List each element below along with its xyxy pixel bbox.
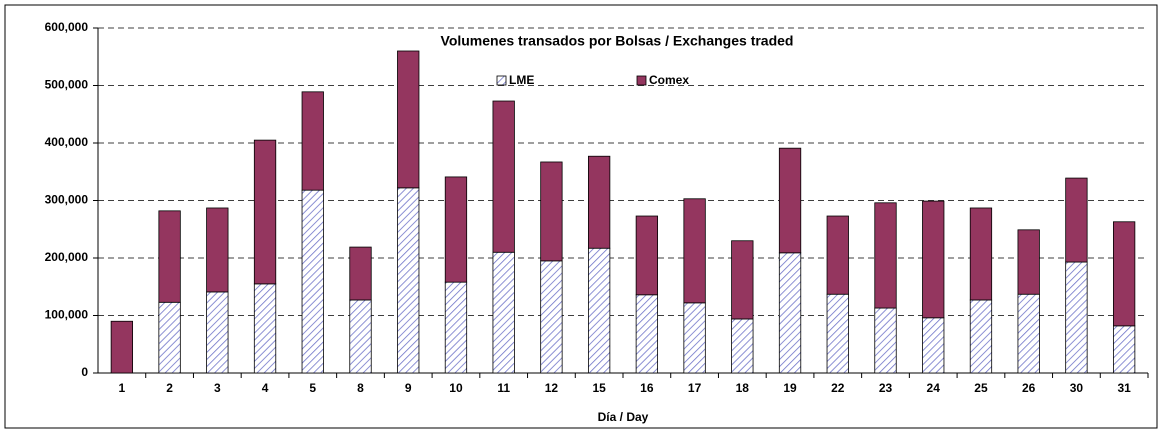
bar-segment: [444, 281, 468, 374]
bar-segment: [444, 176, 468, 283]
bar-segment: [206, 291, 229, 374]
x-tick-label: 12: [545, 381, 559, 395]
y-tick-label: 500,000: [45, 78, 89, 92]
bar-segment: [540, 260, 563, 374]
y-tick-label: 100,000: [45, 308, 89, 322]
x-tick-label: 1: [119, 381, 126, 395]
frame: [4, 4, 1158, 429]
bar-segment: [922, 200, 945, 319]
bar-segment: [1112, 325, 1136, 374]
x-tick-label: 17: [688, 381, 702, 395]
bar-segment: [397, 187, 420, 374]
bar-segment: [778, 147, 802, 254]
legend-swatch: [496, 75, 507, 86]
bar-segment: [826, 293, 849, 374]
bar-segment: [683, 302, 706, 374]
bar-segment: [158, 210, 181, 303]
x-tick-label: 5: [309, 381, 316, 395]
y-tick-label: 200,000: [45, 250, 89, 264]
x-tick-label: 10: [449, 381, 463, 395]
x-tick-label: 3: [214, 381, 221, 395]
bar-segment: [301, 189, 324, 374]
x-tick-label: 24: [927, 381, 941, 395]
x-tick-label: 8: [357, 381, 364, 395]
x-tick-label: 9: [405, 381, 412, 395]
bar-segment: [1017, 229, 1040, 295]
bar-segment: [253, 283, 277, 374]
x-tick-label: 22: [831, 381, 845, 395]
x-tick-label: 2: [166, 381, 173, 395]
bar-segment: [587, 155, 611, 249]
bar-segment: [540, 161, 563, 262]
bar-segment: [492, 251, 515, 374]
x-tick-label: 19: [783, 381, 797, 395]
bar-segment: [874, 307, 897, 374]
bar-segment: [874, 202, 897, 309]
x-tick-label: 11: [497, 381, 510, 395]
bar-segment: [778, 252, 802, 374]
x-tick-label: 16: [640, 381, 654, 395]
legend-swatch: [636, 75, 647, 86]
y-tick-label: 300,000: [45, 193, 89, 207]
bar-segment: [635, 215, 659, 296]
bar-segment: [731, 240, 754, 320]
legend-label: LME: [509, 73, 534, 87]
x-axis-label: Día / Day: [598, 410, 649, 424]
bar-segment: [206, 207, 229, 293]
x-tick-label: 31: [1117, 381, 1131, 395]
x-tick-label: 30: [1070, 381, 1084, 395]
bar-segment: [635, 294, 659, 374]
bar-segment: [397, 50, 420, 189]
y-tick-label: 600,000: [45, 20, 89, 34]
y-tick-label: 0: [81, 365, 88, 379]
bar-segment: [826, 215, 849, 295]
bar-segment: [158, 301, 181, 374]
bar-segment: [253, 139, 277, 285]
bar-segment: [922, 317, 945, 374]
bar-segment: [1065, 177, 1088, 263]
bar-segment: [969, 207, 993, 301]
bar-segment: [492, 100, 515, 253]
legend-label: Comex: [649, 73, 689, 87]
x-tick-label: 25: [974, 381, 988, 395]
bar-segment: [1065, 261, 1088, 374]
bar-segment: [969, 299, 993, 374]
bar-segment: [349, 299, 372, 374]
bar-segment: [731, 318, 754, 374]
x-tick-label: 15: [592, 381, 606, 395]
x-tick-label: 23: [879, 381, 893, 395]
x-tick-label: 4: [262, 381, 269, 395]
x-tick-label: 26: [1022, 381, 1036, 395]
x-tick-label: 18: [736, 381, 750, 395]
bar-segment: [301, 91, 324, 191]
chart-title: Volumenes transados por Bolsas / Exchang…: [441, 33, 794, 49]
bar-segment: [110, 320, 134, 374]
bar-segment: [1017, 293, 1040, 374]
y-tick-label: 400,000: [45, 135, 89, 149]
bar-segment: [1112, 221, 1136, 327]
bar-segment: [683, 198, 706, 304]
bar-segment: [587, 247, 611, 374]
bar-segment: [349, 246, 372, 301]
